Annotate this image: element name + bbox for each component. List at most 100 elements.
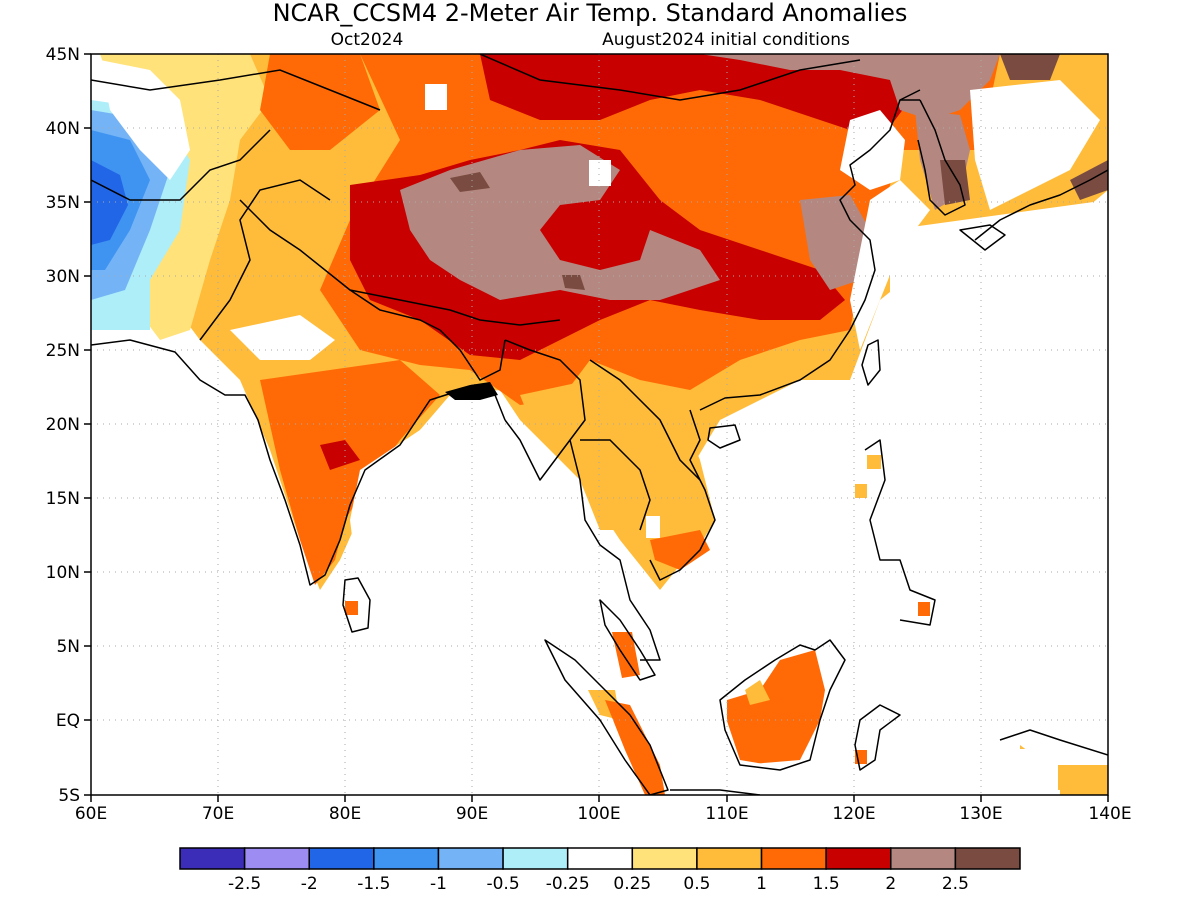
border-central-asia (91, 69, 381, 111)
anomaly-region-srilanka (345, 601, 358, 615)
colorbar-swatch (373, 847, 440, 870)
anomaly-region-brown-1 (450, 172, 490, 192)
x-tick-label: 130E (959, 804, 1002, 824)
colorbar-label: -1.5 (357, 874, 390, 894)
y-tick-label: EQ (56, 711, 80, 731)
y-tick-label: 45N (46, 45, 80, 65)
ocean-mask-bay-of-bengal (350, 400, 540, 660)
border-china-mongolia (479, 54, 861, 101)
colorbar-swatch (502, 847, 569, 870)
lake-tonle-sap (646, 516, 660, 538)
anomaly-region-mauve-east (800, 195, 870, 290)
x-tick-label: 90E (456, 804, 488, 824)
ocean-mask-yellow-sea (840, 110, 905, 190)
anomaly-shading (91, 54, 1108, 795)
lake-qinghai (589, 160, 611, 186)
y-tick-label: 5S (58, 786, 80, 806)
colorbar-swatch (179, 847, 246, 870)
anomaly-region-neutral-south (230, 315, 335, 360)
anomaly-region-luzon-2 (855, 484, 867, 498)
ocean-mask-sea-of-japan (970, 80, 1100, 210)
coastline-philippines (864, 439, 936, 626)
colorbar-label: -0.5 (486, 874, 519, 894)
ocean-mask-east-china-sea (850, 180, 930, 350)
anomaly-region-malaya (612, 632, 640, 678)
anomaly-region-mindanao (918, 602, 930, 616)
map-area (91, 54, 1108, 795)
x-tick-label: 60E (75, 804, 107, 824)
border-bangladesh (439, 329, 506, 381)
anomaly-region-indochina-orange (650, 530, 710, 570)
border-pak-india (199, 179, 331, 341)
coastline-korea (917, 99, 966, 216)
coastline-java (670, 789, 761, 795)
colorbar-label: 2.5 (942, 874, 969, 894)
coastline-china (699, 89, 921, 411)
x-tick-label: 80E (329, 804, 361, 824)
anomaly-region-brown-2 (562, 275, 585, 290)
anomaly-region-luzon (867, 455, 881, 469)
y-tick-label: 30N (46, 267, 80, 287)
anomaly-region-neutral-north (100, 60, 190, 180)
colorbar-swatch (566, 847, 634, 870)
coastline-newguinea (999, 729, 1108, 756)
colorbar-label: 0.25 (613, 874, 651, 894)
coastline-taiwan (861, 339, 881, 386)
border-laos (589, 359, 701, 481)
y-tick-label: 35N (46, 193, 80, 213)
anomaly-region-borneo-edge (745, 680, 770, 705)
border-thailand (580, 439, 651, 531)
ocean-mask-south-china-sea (690, 380, 860, 680)
ocean-mask-java-sea (670, 700, 1060, 795)
y-tick-label: 40N (46, 119, 80, 139)
colorbar-label: 2 (885, 874, 896, 894)
coastline-arabia-india (91, 339, 506, 586)
anomaly-region-brown-3 (1000, 54, 1060, 80)
colorbar-swatch (760, 847, 827, 870)
x-axis-labels: 60E 70E 80E 90E 100E 110E 120E 130E 140E (75, 804, 1132, 824)
y-tick-label: 10N (46, 563, 80, 583)
coastline-indochina (504, 419, 661, 661)
ocean-mask-pacific (880, 200, 1108, 760)
y-tick-label: 5N (56, 637, 80, 657)
colorbar-label: 1.5 (813, 874, 840, 894)
lake-balkhash (425, 84, 447, 110)
colorbar-swatch (437, 847, 504, 870)
coastline-hainan (707, 424, 741, 449)
anomaly-region-newguinea-2 (1058, 765, 1108, 795)
anomaly-region-red-north (480, 54, 910, 140)
colorbar-label: -0.25 (546, 874, 590, 894)
colorbar-swatch (308, 847, 375, 870)
coastline-malaya (599, 599, 656, 681)
colorbar-label: -1 (430, 874, 447, 894)
coastline-japan (974, 169, 1108, 241)
colorbar-swatch (696, 847, 763, 870)
y-axis-labels: 45N 40N 35N 30N 25N 20N 15N 10N 5N EQ 5S (46, 45, 80, 806)
anomaly-region-indochina (520, 380, 715, 560)
coastline-srilanka (342, 577, 371, 633)
x-tick-label: 70E (202, 804, 234, 824)
anomaly-region-orange-nw (260, 54, 380, 150)
anomaly-region-borneo (727, 650, 825, 765)
anomaly-region-orange-india (260, 360, 440, 585)
border-himalaya (239, 199, 561, 326)
x-tick-label: 110E (705, 804, 748, 824)
x-tick-label: 100E (577, 804, 620, 824)
anomaly-region-neutral-gulf (130, 345, 200, 400)
country-borders (91, 54, 920, 531)
y-tick-label: 25N (46, 341, 80, 361)
coastline-borneo (719, 639, 846, 771)
colorbar-swatch (243, 847, 310, 870)
border-india-nepal (349, 289, 441, 331)
ganges-delta (445, 382, 498, 400)
coastline-sumatra (544, 639, 669, 795)
coastline-japan-south (959, 224, 1006, 251)
coastline-sulawesi (854, 704, 901, 771)
colorbar-swatch (631, 847, 698, 870)
anomaly-region-brown-5 (940, 160, 970, 205)
y-tick-label: 20N (46, 415, 80, 435)
colorbar-swatch (890, 847, 957, 870)
colorbar-label: 1 (756, 874, 767, 894)
subtitle-init: August2024 initial conditions (602, 30, 850, 50)
